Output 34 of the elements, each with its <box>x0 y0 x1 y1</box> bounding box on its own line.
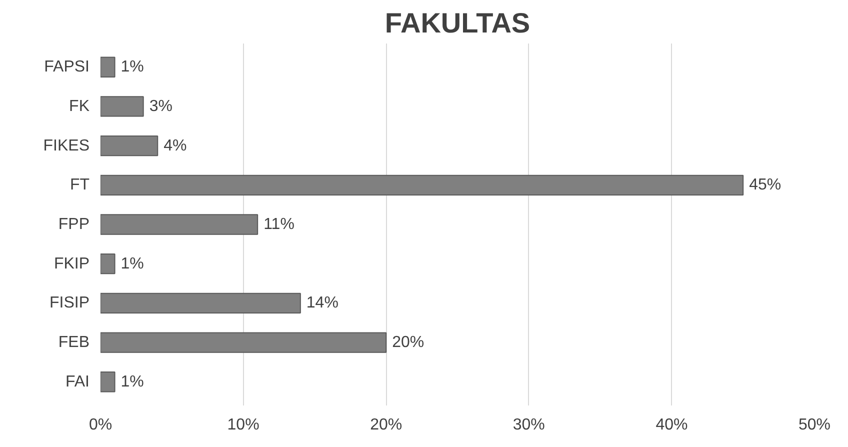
y-tick-label: FKIP <box>54 255 90 272</box>
data-label: 14% <box>306 294 338 312</box>
data-label: 1% <box>120 373 144 390</box>
y-tick-label: FAI <box>65 373 90 390</box>
data-label: 1% <box>120 58 144 76</box>
y-tick-label: FISIP <box>49 294 90 312</box>
x-tick-label: 10% <box>227 416 260 434</box>
bar <box>100 135 158 156</box>
bar <box>100 292 301 314</box>
bar <box>100 332 387 353</box>
x-tick-label: 20% <box>370 416 402 434</box>
x-tick-label: 0% <box>88 416 112 434</box>
bar <box>100 372 116 392</box>
y-tick-label: FT <box>70 176 90 194</box>
data-label: 1% <box>120 255 144 272</box>
y-tick-label: FEB <box>58 334 90 352</box>
data-label: 4% <box>164 137 187 154</box>
data-label: 11% <box>264 216 294 233</box>
bar <box>100 214 258 235</box>
y-tick-label: FPP <box>58 216 90 233</box>
data-label: 45% <box>749 176 782 194</box>
y-tick-label: FK <box>69 98 90 115</box>
data-label: 20% <box>392 334 424 352</box>
y-tick-label: FIKES <box>43 137 90 154</box>
bar <box>100 96 144 117</box>
bar <box>100 254 116 274</box>
chart-title: FAKULTAS <box>384 8 530 38</box>
bar <box>100 174 744 196</box>
bar <box>100 56 116 78</box>
y-tick-label: FAPSI <box>44 58 90 76</box>
x-tick-label: 40% <box>656 416 688 434</box>
data-label: 3% <box>149 98 172 115</box>
x-tick-label: 50% <box>798 416 831 434</box>
x-tick-label: 30% <box>512 416 545 434</box>
